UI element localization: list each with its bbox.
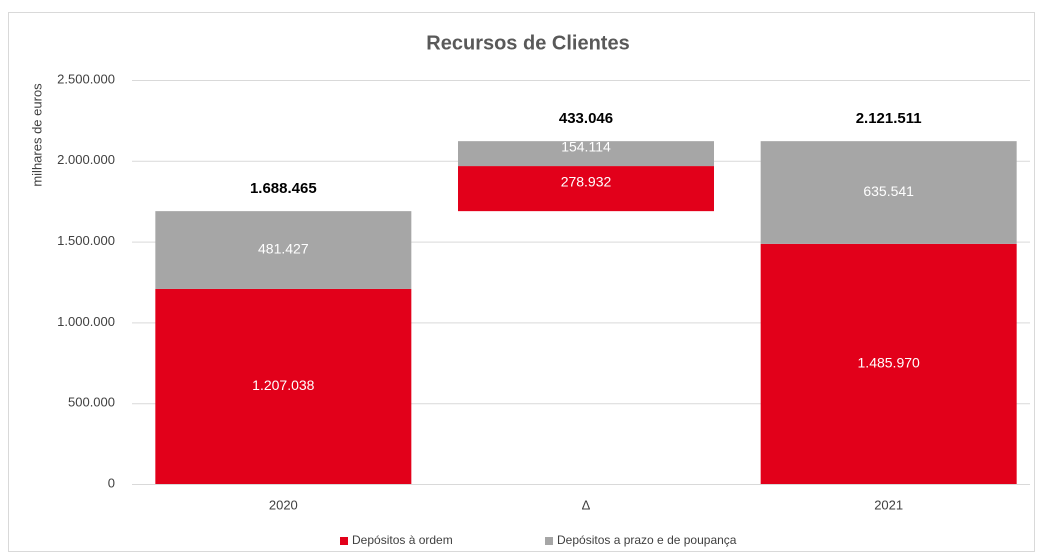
y-tick-label: 0 [108,475,115,490]
bar-segment [155,288,412,484]
legend-swatch [545,537,553,545]
value-label: 278.932 [561,173,612,189]
y-axis-label: milhares de euros [29,83,44,187]
value-label: 154.114 [561,138,611,154]
total-label: 1.688.465 [250,180,317,197]
bar-segment [155,211,412,289]
bar-segment [760,243,1017,484]
x-tick-label: 2020 [269,497,298,512]
total-label: 2.121.511 [856,110,922,127]
y-tick-label: 500.000 [68,395,115,410]
value-label: 1.485.970 [858,355,920,371]
x-tick-label: Δ [582,497,591,512]
value-label: 481.427 [258,241,309,257]
y-tick-label: 2.500.000 [57,71,115,86]
y-tick-label: 1.000.000 [57,314,115,329]
legend-label: Depósitos à ordem [352,533,453,547]
legend-label: Depósitos a prazo e de poupança [557,533,737,547]
value-label: 1.207.038 [252,377,314,393]
x-tick-label: 2021 [874,497,903,512]
total-label: 433.046 [559,110,613,127]
value-label: 635.541 [863,183,914,199]
legend-swatch [340,537,348,545]
bar-segment [458,166,714,212]
bar-segment [760,141,1017,244]
chart-title: Recursos de Clientes [426,32,629,54]
y-tick-label: 2.000.000 [57,152,115,167]
y-tick-label: 1.500.000 [57,233,115,248]
bar-segment [458,141,714,167]
